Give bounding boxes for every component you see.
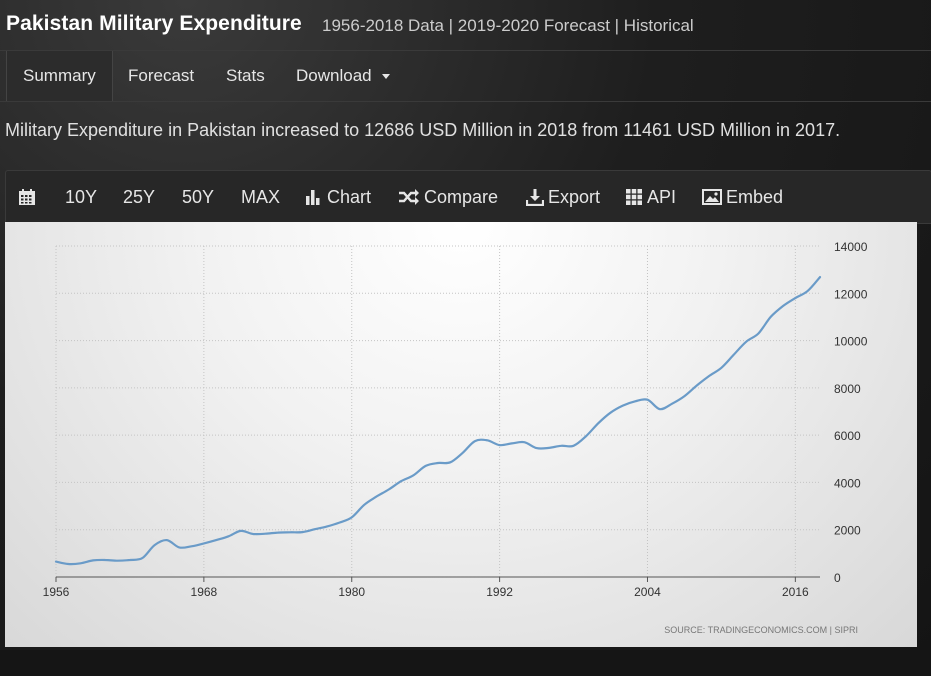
- export-button-label: Export: [548, 187, 601, 207]
- api-button[interactable]: API: [625, 171, 676, 223]
- chart-button[interactable]: Chart: [305, 171, 371, 223]
- page-title: Pakistan Military Expenditure: [6, 12, 302, 35]
- line-chart: 14000 12000 10000 8000 6000 4000 2000 0 1956 196…: [43, 240, 868, 635]
- chart-area: 14000 12000 10000 8000 6000 4000 2000 0 1956 196…: [5, 222, 917, 647]
- shuffle-icon: [399, 189, 419, 205]
- api-button-label: API: [647, 187, 677, 207]
- x-tick-label: 2004: [634, 585, 661, 599]
- tab-forecast[interactable]: Forecast: [128, 51, 194, 101]
- tab-download[interactable]: Download: [296, 51, 391, 101]
- chart-series: [54, 276, 822, 566]
- tab-forecast-label: Forecast: [128, 66, 195, 85]
- range-max-button[interactable]: MAX: [241, 187, 281, 207]
- grid-icon: [626, 189, 642, 205]
- y-tick-label: 6000: [834, 429, 861, 443]
- export-button[interactable]: Export: [525, 171, 601, 223]
- series-line: [54, 276, 822, 566]
- tab-stats[interactable]: Stats: [226, 51, 265, 101]
- chart-toolbar: 10Y 25Y 50Y MAX Chart Compare Export: [5, 170, 931, 224]
- page-subtitle: 1956-2018 Data | 2019-2020 Forecast | Hi…: [322, 16, 694, 35]
- image-icon: [702, 189, 722, 205]
- y-tick-label: 10000: [834, 335, 868, 349]
- x-tick-label: 1968: [191, 585, 218, 599]
- caret-down-icon: [382, 74, 391, 80]
- summary-description: Military Expenditure in Pakistan increas…: [5, 120, 841, 140]
- y-tick-label: 8000: [834, 382, 861, 396]
- tab-stats-label: Stats: [226, 66, 265, 85]
- y-tick-label: 0: [834, 571, 841, 585]
- bottom-strip: [0, 650, 931, 676]
- y-tick-label: 12000: [834, 287, 868, 301]
- calendar-button[interactable]: [18, 171, 40, 223]
- chart-grid: [55, 245, 820, 582]
- y-tick-label: 14000: [834, 240, 868, 254]
- y-tick-label: 2000: [834, 524, 861, 538]
- chart-button-label: Chart: [327, 187, 372, 207]
- y-axis-ticks: 14000 12000 10000 8000 6000 4000 2000 0: [834, 240, 868, 585]
- embed-button[interactable]: Embed: [702, 171, 783, 223]
- chart-source: SOURCE: TRADINGECONOMICS.COM | SIPRI: [664, 625, 858, 635]
- calendar-icon: [19, 189, 35, 205]
- x-tick-label: 1992: [486, 585, 513, 599]
- x-tick-label: 2016: [782, 585, 809, 599]
- tab-download-label: Download: [296, 66, 372, 85]
- tab-summary-label: Summary: [23, 66, 96, 85]
- download-icon: [525, 189, 545, 207]
- nav-bar: Summary Forecast Stats Download: [0, 50, 931, 102]
- x-tick-label: 1980: [338, 585, 365, 599]
- x-axis-ticks: 1956 1968 1980 1992 2004 2016: [43, 585, 809, 599]
- bar-chart-icon: [306, 190, 320, 205]
- y-tick-label: 4000: [834, 476, 861, 490]
- page-header: Pakistan Military Expenditure 1956-2018 …: [0, 0, 931, 50]
- compare-button-label: Compare: [424, 187, 499, 207]
- compare-button[interactable]: Compare: [398, 171, 498, 223]
- x-tick-label: 1956: [43, 585, 70, 599]
- embed-button-label: Embed: [726, 187, 784, 207]
- range-25y-button[interactable]: 25Y: [123, 187, 156, 207]
- range-50y-button[interactable]: 50Y: [182, 187, 215, 207]
- tab-summary[interactable]: Summary: [6, 51, 113, 101]
- range-10y-button[interactable]: 10Y: [65, 187, 98, 207]
